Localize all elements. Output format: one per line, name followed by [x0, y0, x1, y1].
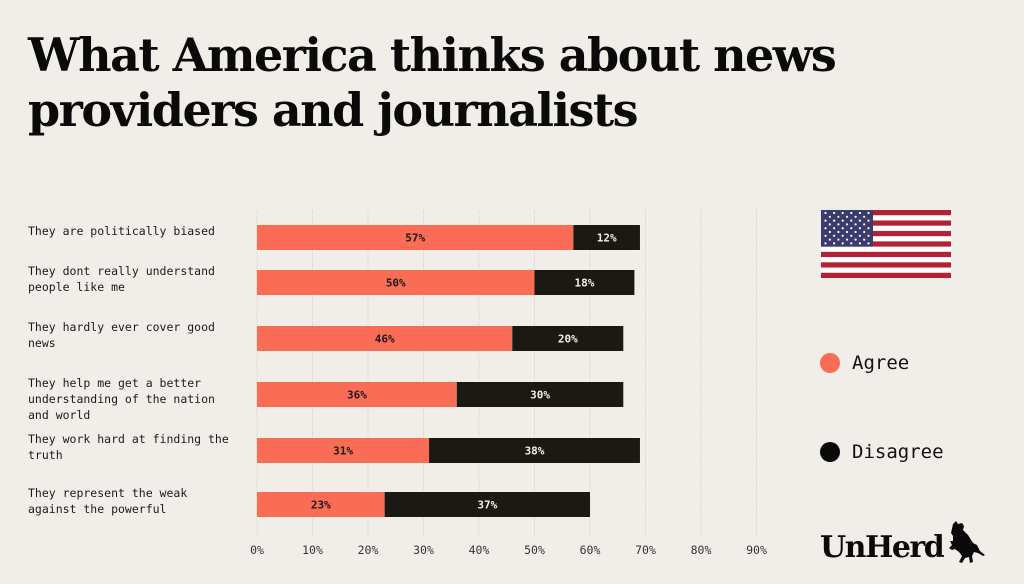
value-label-agree: 36%: [347, 389, 367, 402]
x-tick-label: 80%: [691, 543, 712, 557]
legend-label-disagree: Disagree: [852, 441, 944, 463]
category-label: They work hard at finding the truth: [28, 432, 229, 462]
category-label: They dont really understand people like m…: [28, 264, 215, 294]
value-label-agree: 23%: [311, 499, 331, 512]
bar-disagree: [534, 270, 635, 295]
bar-agree: [257, 382, 457, 407]
category-labels: They are politically biased They dont rea…: [28, 224, 229, 516]
x-tick-label: 60%: [580, 543, 601, 557]
bar-disagree: [429, 438, 640, 463]
category-label: They are politically biased: [28, 224, 215, 238]
value-label-agree: 57%: [405, 232, 425, 245]
x-tick-label: 40%: [469, 543, 490, 557]
bar-agree: [257, 270, 535, 295]
brand-name: UnHerd: [820, 530, 945, 565]
value-label-disagree: 30%: [530, 389, 550, 402]
us-flag-icon: [821, 210, 951, 278]
bar-disagree: [573, 225, 640, 250]
x-tick-label: 90%: [746, 543, 767, 557]
disagree-swatch: [820, 442, 840, 462]
bar-agree: [257, 492, 385, 517]
legend-item-disagree: Disagree: [820, 441, 944, 463]
bull-icon: [949, 521, 986, 563]
x-tick-label: 70%: [635, 543, 656, 557]
x-axis-ticks: 0% 10% 20% 30% 40% 50% 60% 70% 80% 90%: [250, 543, 767, 557]
x-tick-label: 0%: [250, 543, 264, 557]
value-label-disagree: 38%: [525, 445, 545, 458]
bar-disagree: [456, 382, 624, 407]
agree-swatch: [820, 353, 840, 373]
x-tick-label: 30%: [413, 543, 434, 557]
category-label: They hardly ever cover good news: [28, 320, 215, 350]
bar-agree: [257, 438, 430, 463]
bars: 57% 12% 50% 18% 46% 20% 36% 30% 31% 38% 23% 37%: [257, 225, 640, 517]
value-label-disagree: 12%: [597, 232, 617, 245]
legend-item-agree: Agree: [820, 352, 909, 374]
bar-disagree: [512, 326, 624, 351]
grid-lines: [256, 210, 757, 535]
category-label: They help me get a better understanding o…: [28, 376, 215, 422]
bar-disagree: [384, 492, 590, 517]
value-label-disagree: 37%: [477, 499, 497, 512]
legend-label-agree: Agree: [852, 352, 910, 374]
value-label-agree: 31%: [333, 445, 353, 458]
value-label-agree: 50%: [386, 277, 406, 290]
value-label-disagree: 20%: [558, 333, 578, 346]
category-label: They represent the weak against the power…: [28, 486, 187, 516]
unherd-logo: UnHerd: [820, 520, 987, 566]
x-tick-label: 20%: [358, 543, 379, 557]
value-label-disagree: 18%: [575, 277, 595, 290]
x-tick-label: 50%: [524, 543, 545, 557]
bar-agree: [257, 225, 574, 250]
x-tick-label: 10%: [302, 543, 323, 557]
chart-title: What America thinks about news providers…: [28, 28, 837, 137]
bar-agree: [257, 326, 513, 351]
value-label-agree: 46%: [375, 333, 395, 346]
